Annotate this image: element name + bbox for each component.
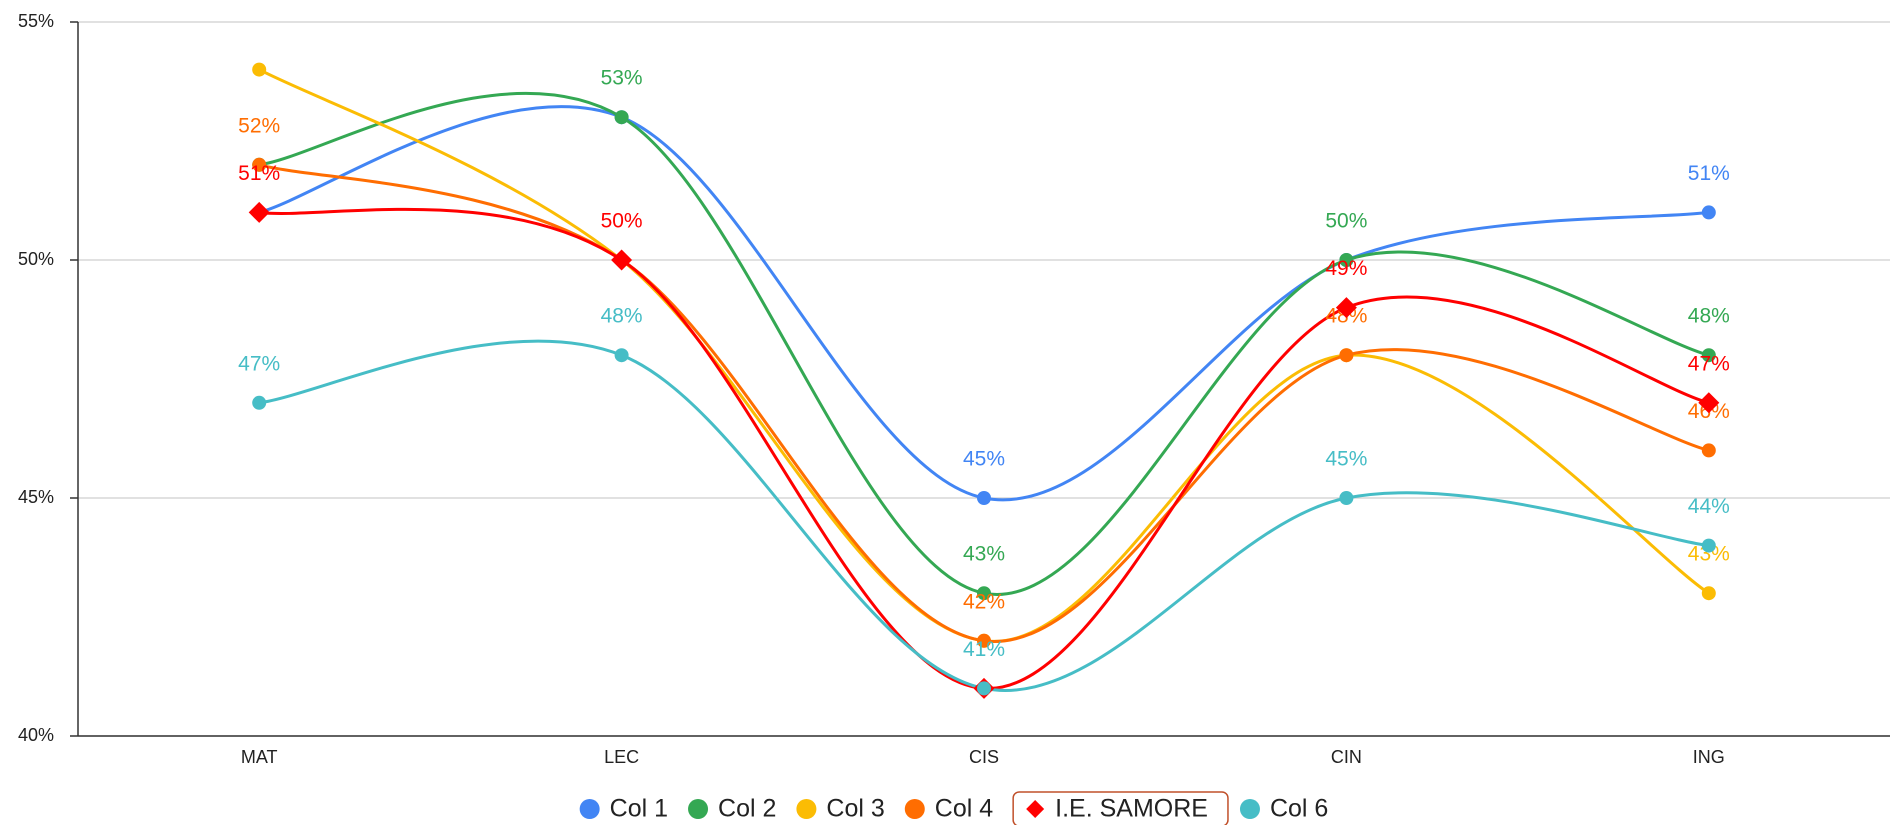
data-label: 53% [601,67,643,90]
series-line [258,163,1710,643]
point [614,348,629,363]
data-label: 45% [963,448,1005,471]
point [1335,297,1357,319]
legend-item[interactable]: Col 6 [1239,795,1328,823]
point [977,633,991,648]
point [1701,538,1716,553]
data-label: 47% [1688,352,1730,375]
legend-item[interactable]: I.E. SAMORE [1012,791,1229,825]
point [614,110,629,125]
legend-highlight [1012,791,1229,825]
legend-symbol [796,799,817,819]
x-tick-label: CIS [969,747,999,767]
series-line [258,105,1709,502]
data-label: 47% [238,352,280,375]
point [1701,348,1716,363]
legend-item[interactable]: Col 3 [796,795,885,823]
data-label: 50% [601,210,643,233]
data-label: 48% [601,305,643,328]
legend: Col 1 Col 2 Col 3 Col 4 I.E. SAMORE Col 6 [579,791,1328,825]
legend-label: Col 4 [935,795,993,823]
legend-label: Col 6 [1270,795,1328,823]
legend-symbol [1239,799,1260,819]
point [611,249,633,271]
y-tick-label: 55% [18,11,54,31]
point [1701,205,1716,220]
point [252,157,267,172]
y-tick-label: 45% [18,487,54,507]
x-tick-label: ING [1693,747,1725,767]
legend-label: I.E. SAMORE [1055,795,1208,823]
legend-symbol [688,799,709,819]
point [977,491,991,505]
y-tick-label: 50% [18,249,54,269]
data-label: 41% [963,638,1005,661]
y-tick-label: 40% [18,725,54,745]
point [977,586,991,601]
x-tick-label: CIN [1331,747,1362,767]
point [1339,491,1354,505]
point [1339,348,1354,363]
data-label: 44% [1688,495,1730,518]
point [252,62,267,77]
data-label: 51% [238,162,280,185]
point [1701,586,1716,601]
data-label: 42% [963,590,1005,613]
data-label: 43% [1688,543,1730,566]
x-tick-label: MAT [241,747,278,767]
data-label: 43% [963,543,1005,566]
legend-label: Col 1 [610,795,668,823]
data-label: 50% [1325,210,1367,233]
legend-item[interactable]: Col 4 [904,795,993,823]
point [1701,443,1716,458]
legend-symbol [904,799,925,819]
data-label: 48% [1688,305,1730,328]
x-tick-label: LEC [604,747,639,767]
legend-label: Col 2 [718,795,776,823]
legend-symbol [579,799,600,819]
point [248,201,270,223]
legend-item[interactable]: Col 1 [579,795,668,823]
point [252,395,267,410]
data-label: 51% [1688,162,1730,185]
data-label: 49% [1325,257,1367,280]
data-label: 45% [1325,448,1367,471]
legend-item[interactable]: Col 2 [688,795,776,823]
point [977,681,991,696]
data-label: 52% [238,114,280,137]
legend-symbol [1026,800,1045,818]
point [1339,253,1354,267]
point [1698,392,1720,414]
legend-label: Col 3 [826,795,884,823]
